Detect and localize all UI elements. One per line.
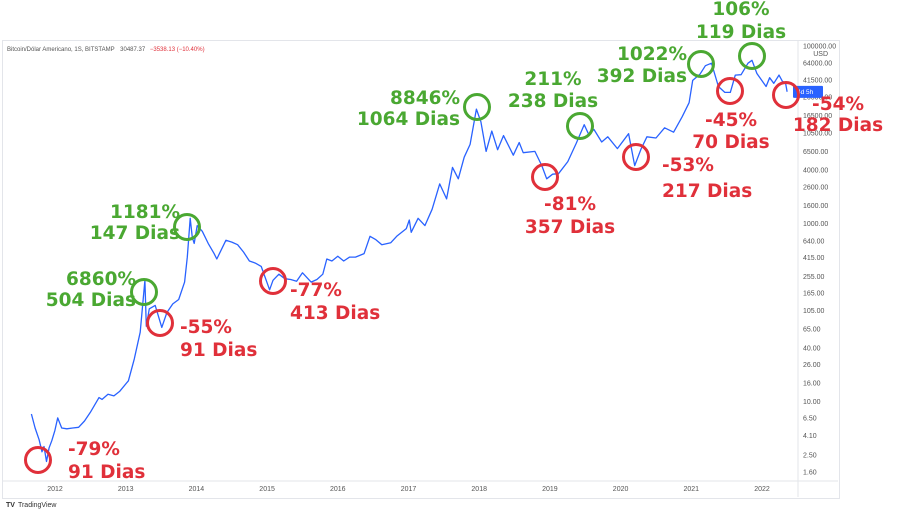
tradingview-brand: TradingView [17,502,57,509]
y-tick-label: 1600.00 [803,203,828,210]
y-tick-label: 1.60 [803,470,817,477]
x-tick-label: 2014 [189,486,205,493]
bottom-days-label: 91 Dias [68,462,145,483]
bottom-days-label: 70 Dias [692,132,769,153]
y-tick-label: 41500.00 [803,77,832,84]
symbol-label: Bitcoin/Dólar Americano, 1S, BITSTAMP [7,47,115,53]
y-tick-label: 165.00 [803,291,825,298]
bottom-pct-label: -53% [662,155,714,176]
bottom-marker-circle [622,143,650,171]
bottom-pct-label: -55% [180,317,232,338]
x-tick-label: 2021 [684,486,700,493]
y-tick-label: 1000.00 [803,221,828,228]
y-tick-label: 26500.00 [803,95,832,102]
y-axis-currency: USD [813,51,828,58]
last-price: 30487.37 [120,47,146,53]
peak-days-label: 238 Dias [508,91,598,112]
peak-marker-circle [130,278,158,306]
y-tick-label: 100000.00 [803,44,836,51]
peak-pct-label: 1022% [617,44,687,65]
bottom-pct-label: -81% [544,194,596,215]
bottom-pct-label: -45% [705,110,757,131]
y-tick-label: 65.00 [803,327,821,334]
y-tick-label: 40.00 [803,345,821,352]
x-tick-label: 2016 [330,486,346,493]
y-tick-label: 16500.00 [803,113,832,120]
peak-pct-label: 1181% [110,202,180,223]
peak-days-label: 1064 Dias [357,109,460,130]
x-tick-label: 2022 [754,486,770,493]
y-tick-label: 255.00 [803,274,825,281]
bottom-pct-label: -54% [812,94,864,115]
bottom-marker-circle [259,267,287,295]
price-series-line [30,59,788,463]
y-tick-label: 2600.00 [803,184,828,191]
bottom-days-label: 413 Dias [290,303,380,324]
y-tick-label: 105.00 [803,308,825,315]
bottom-marker-circle [24,446,52,474]
peak-pct-label: 106% [712,0,769,20]
bottom-marker-circle [146,309,174,337]
y-tick-label: 10500.00 [803,130,832,137]
x-tick-label: 2020 [613,486,629,493]
bottom-pct-label: -77% [290,280,342,301]
price-change: −3538.13 (−10.40%) [149,47,205,53]
peak-marker-circle [687,50,715,78]
bottom-marker-circle [716,77,744,105]
peak-pct-label: 8846% [390,88,460,109]
x-tick-label: 2012 [47,486,63,493]
peak-days-label: 119 Dias [696,22,786,43]
y-tick-label: 415.00 [803,255,825,262]
tradingview-footer: TV TradingView [6,502,56,509]
x-tick-label: 2015 [259,486,275,493]
y-tick-label: 4.10 [803,433,817,440]
y-tick-label: 2.50 [803,452,817,459]
chart-header: Bitcoin/Dólar Americano, 1S, BITSTAMP 30… [7,47,205,53]
bottom-marker-circle [772,81,800,109]
y-tick-label: 26.00 [803,362,821,369]
bottom-pct-label: -79% [68,439,120,460]
x-tick-label: 2019 [542,486,558,493]
tradingview-logo-icon: TV [6,502,15,509]
y-tick-label: 640.00 [803,238,825,245]
peak-pct-label: 211% [524,69,581,90]
x-tick-label: 2013 [118,486,134,493]
peak-marker-circle [566,112,594,140]
bottom-days-label: 357 Dias [525,217,615,238]
bottom-marker-circle [531,163,559,191]
peak-marker-circle [173,213,201,241]
bottom-days-label: 217 Dias [662,181,752,202]
bottom-days-label: 91 Dias [180,340,257,361]
peak-pct-label: 6860% [66,269,136,290]
peak-marker-circle [463,93,491,121]
y-tick-label: 6.50 [803,415,817,422]
peak-days-label: 147 Dias [90,223,180,244]
x-tick-label: 2017 [401,486,417,493]
y-tick-label: 64000.00 [803,61,832,68]
peak-days-label: 392 Dias [597,66,687,87]
chart-panel [2,40,840,499]
peak-days-label: 504 Dias [46,290,136,311]
peak-marker-circle [738,42,766,70]
y-tick-label: 6500.00 [803,149,828,156]
y-tick-label: 4000.00 [803,168,828,175]
x-tick-label: 2018 [471,486,487,493]
y-tick-label: 16.00 [803,381,821,388]
y-tick-label: 10.00 [803,399,821,406]
current-price-tag [793,85,823,98]
current-price-tag-label: 4d 5h [797,89,814,96]
bottom-days-label: 182 Dias [793,115,883,136]
